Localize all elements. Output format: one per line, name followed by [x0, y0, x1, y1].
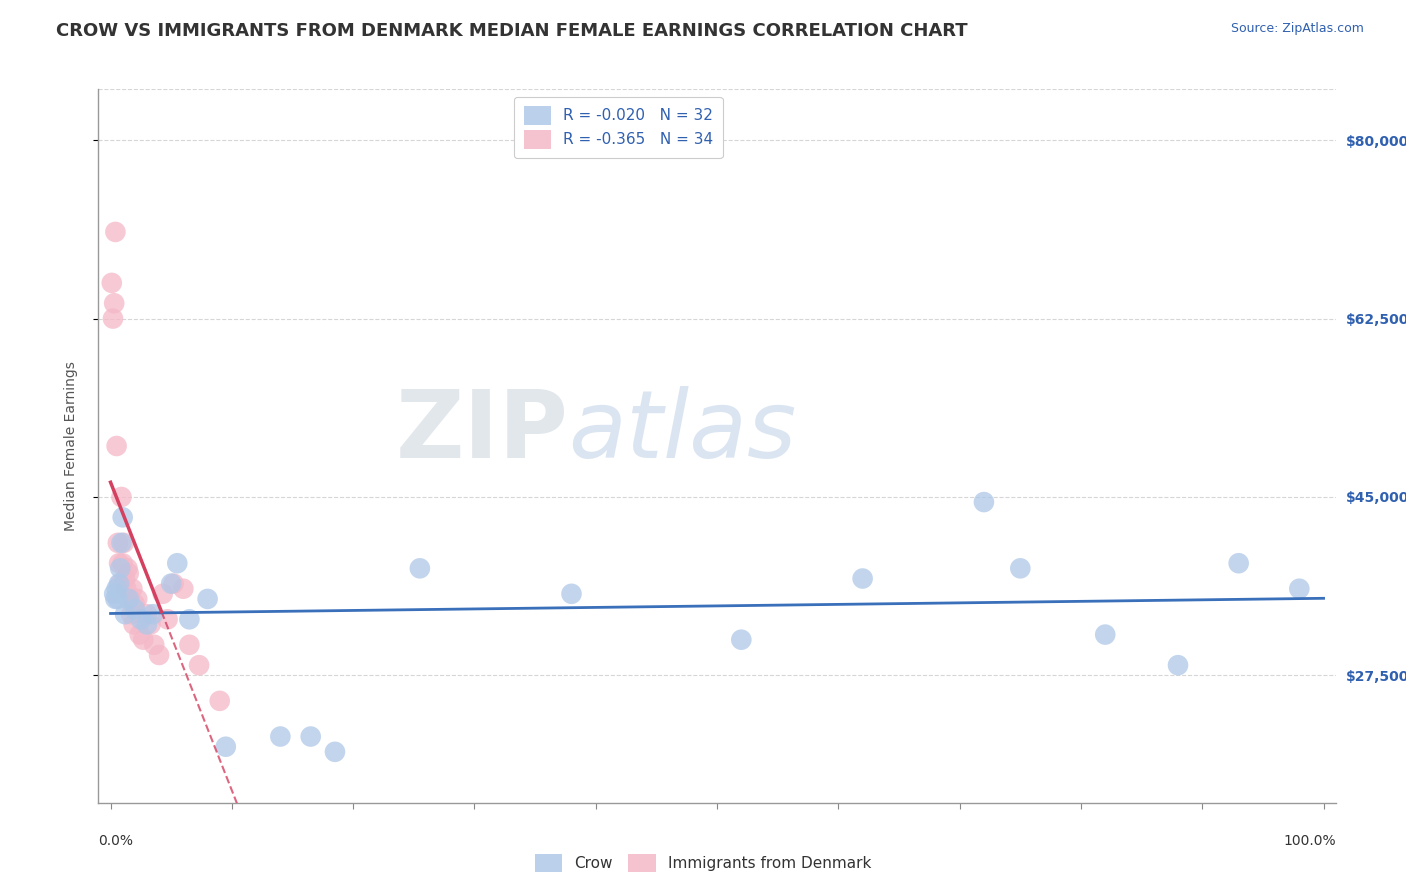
Point	[104, 591, 127, 606]
Point	[409, 561, 432, 575]
Point	[111, 556, 134, 570]
Point	[128, 627, 150, 641]
Point	[160, 576, 183, 591]
Y-axis label: Median Female Earnings: Median Female Earnings	[63, 361, 77, 531]
Text: 100.0%: 100.0%	[1284, 834, 1336, 848]
Point	[101, 311, 124, 326]
Point	[172, 582, 194, 596]
Point	[166, 556, 188, 570]
Point	[136, 607, 159, 622]
Point	[142, 607, 165, 622]
Point	[1227, 556, 1250, 570]
Point	[127, 591, 149, 606]
Text: atlas: atlas	[568, 386, 797, 477]
Point	[323, 745, 346, 759]
Point	[299, 730, 322, 744]
Point	[104, 225, 127, 239]
Point	[215, 739, 238, 754]
Point	[120, 607, 142, 622]
Point	[197, 591, 219, 606]
Point	[179, 612, 201, 626]
Legend: R = -0.020   N = 32, R = -0.365   N = 34: R = -0.020 N = 32, R = -0.365 N = 34	[515, 97, 723, 158]
Point	[121, 582, 143, 596]
Point	[148, 648, 170, 662]
Point	[269, 730, 291, 744]
Point	[156, 612, 179, 626]
Point	[1094, 627, 1116, 641]
Point	[188, 658, 211, 673]
Point	[110, 561, 132, 575]
Point	[132, 632, 155, 647]
Point	[730, 632, 752, 647]
Point	[152, 587, 174, 601]
Point	[105, 439, 128, 453]
Point	[1010, 561, 1032, 575]
Point	[114, 607, 136, 622]
Point	[139, 617, 162, 632]
Text: CROW VS IMMIGRANTS FROM DENMARK MEDIAN FEMALE EARNINGS CORRELATION CHART: CROW VS IMMIGRANTS FROM DENMARK MEDIAN F…	[56, 22, 967, 40]
Legend: Crow, Immigrants from Denmark: Crow, Immigrants from Denmark	[527, 846, 879, 880]
Point	[136, 617, 159, 632]
Point	[117, 561, 139, 575]
Text: ZIP: ZIP	[395, 385, 568, 478]
Point	[162, 576, 184, 591]
Point	[118, 591, 141, 606]
Point	[124, 597, 146, 611]
Point	[100, 276, 122, 290]
Point	[129, 612, 152, 626]
Point	[118, 566, 141, 581]
Point	[118, 591, 141, 606]
Point	[107, 536, 129, 550]
Point	[179, 638, 201, 652]
Point	[973, 495, 995, 509]
Point	[1288, 582, 1310, 596]
Point	[103, 587, 125, 601]
Point	[852, 572, 875, 586]
Point	[112, 536, 135, 550]
Point	[122, 617, 145, 632]
Point	[111, 510, 134, 524]
Point	[108, 556, 131, 570]
Point	[110, 576, 132, 591]
Point	[208, 694, 231, 708]
Point	[107, 591, 129, 606]
Point	[110, 536, 132, 550]
Point	[105, 582, 128, 596]
Point	[1167, 658, 1189, 673]
Point	[124, 602, 146, 616]
Point	[143, 638, 166, 652]
Point	[108, 576, 131, 591]
Text: Source: ZipAtlas.com: Source: ZipAtlas.com	[1230, 22, 1364, 36]
Point	[103, 296, 125, 310]
Point	[560, 587, 582, 601]
Point	[110, 490, 132, 504]
Point	[114, 572, 136, 586]
Text: 0.0%: 0.0%	[98, 834, 134, 848]
Point	[115, 582, 138, 596]
